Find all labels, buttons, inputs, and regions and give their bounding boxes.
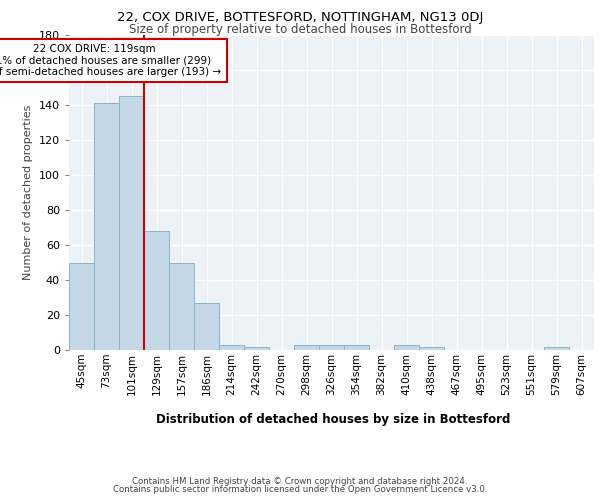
Bar <box>119 96 144 350</box>
Bar <box>394 345 419 350</box>
Text: Size of property relative to detached houses in Bottesford: Size of property relative to detached ho… <box>128 22 472 36</box>
Bar <box>419 346 444 350</box>
Bar <box>69 262 94 350</box>
Bar <box>319 345 344 350</box>
Bar <box>94 104 119 350</box>
Text: Contains public sector information licensed under the Open Government Licence v3: Contains public sector information licen… <box>113 485 487 494</box>
Text: Contains HM Land Registry data © Crown copyright and database right 2024.: Contains HM Land Registry data © Crown c… <box>132 478 468 486</box>
Bar <box>244 346 269 350</box>
Bar <box>344 345 369 350</box>
Y-axis label: Number of detached properties: Number of detached properties <box>23 105 33 280</box>
Bar <box>194 302 219 350</box>
Bar <box>219 345 244 350</box>
Bar <box>169 262 194 350</box>
Bar <box>294 345 319 350</box>
Bar <box>544 346 569 350</box>
Text: 22, COX DRIVE, BOTTESFORD, NOTTINGHAM, NG13 0DJ: 22, COX DRIVE, BOTTESFORD, NOTTINGHAM, N… <box>117 11 483 24</box>
Text: 22 COX DRIVE: 119sqm
← 61% of detached houses are smaller (299)
39% of semi-deta: 22 COX DRIVE: 119sqm ← 61% of detached h… <box>0 44 221 77</box>
Bar <box>144 231 169 350</box>
Text: Distribution of detached houses by size in Bottesford: Distribution of detached houses by size … <box>156 412 510 426</box>
